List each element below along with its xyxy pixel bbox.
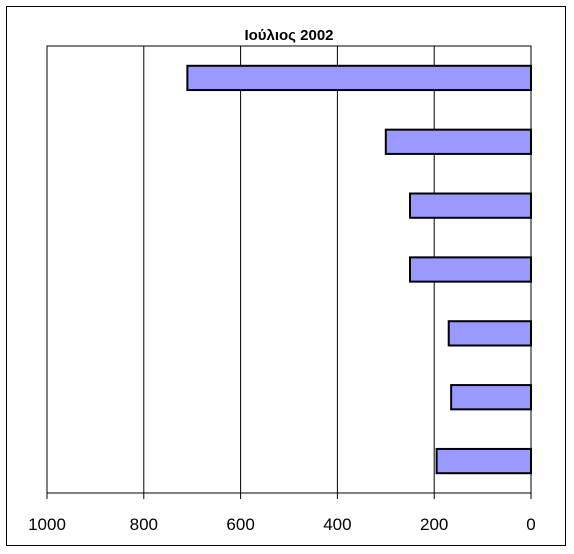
bar-1	[186, 64, 533, 92]
bar-6	[450, 384, 533, 411]
x-tick-label-800: 800	[130, 515, 158, 534]
x-axis-ticks	[46, 493, 532, 499]
bar-5	[447, 320, 532, 347]
x-axis-tick-labels: 1000 800 600 400 200 0	[28, 515, 536, 534]
x-tick-label-600: 600	[226, 515, 254, 534]
gridlines	[143, 46, 435, 493]
x-tick-label-400: 400	[323, 515, 351, 534]
x-tick-label-200: 200	[420, 515, 448, 534]
x-tick-label-0: 0	[526, 515, 535, 534]
bar-2	[384, 128, 532, 155]
bar-4	[409, 256, 532, 283]
chart-title: Ιούλιος 2002	[244, 27, 333, 44]
bar-3	[409, 192, 532, 219]
bar-7	[435, 447, 532, 475]
x-tick-label-1000: 1000	[28, 515, 66, 534]
bars	[186, 64, 533, 475]
